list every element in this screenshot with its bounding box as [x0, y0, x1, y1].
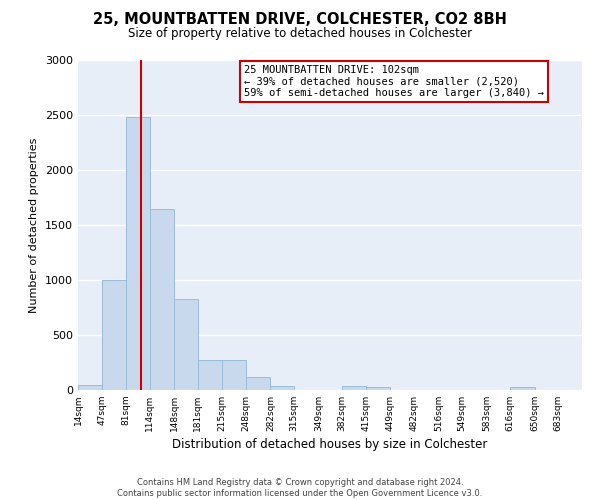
Bar [223, 360, 246, 390]
Bar [126, 117, 150, 390]
Bar [101, 280, 126, 390]
Text: Size of property relative to detached houses in Colchester: Size of property relative to detached ho… [128, 28, 472, 40]
Bar [174, 298, 198, 390]
Bar [271, 386, 294, 390]
Bar [246, 377, 271, 390]
Bar [366, 387, 391, 390]
Text: 25 MOUNTBATTEN DRIVE: 102sqm
← 39% of detached houses are smaller (2,520)
59% of: 25 MOUNTBATTEN DRIVE: 102sqm ← 39% of de… [244, 65, 544, 98]
Bar [150, 208, 174, 390]
Bar [510, 387, 535, 390]
Bar [198, 360, 223, 390]
Bar [78, 384, 101, 390]
Bar [342, 386, 366, 390]
Text: Contains HM Land Registry data © Crown copyright and database right 2024.
Contai: Contains HM Land Registry data © Crown c… [118, 478, 482, 498]
X-axis label: Distribution of detached houses by size in Colchester: Distribution of detached houses by size … [172, 438, 488, 451]
Y-axis label: Number of detached properties: Number of detached properties [29, 138, 40, 312]
Text: 25, MOUNTBATTEN DRIVE, COLCHESTER, CO2 8BH: 25, MOUNTBATTEN DRIVE, COLCHESTER, CO2 8… [93, 12, 507, 28]
